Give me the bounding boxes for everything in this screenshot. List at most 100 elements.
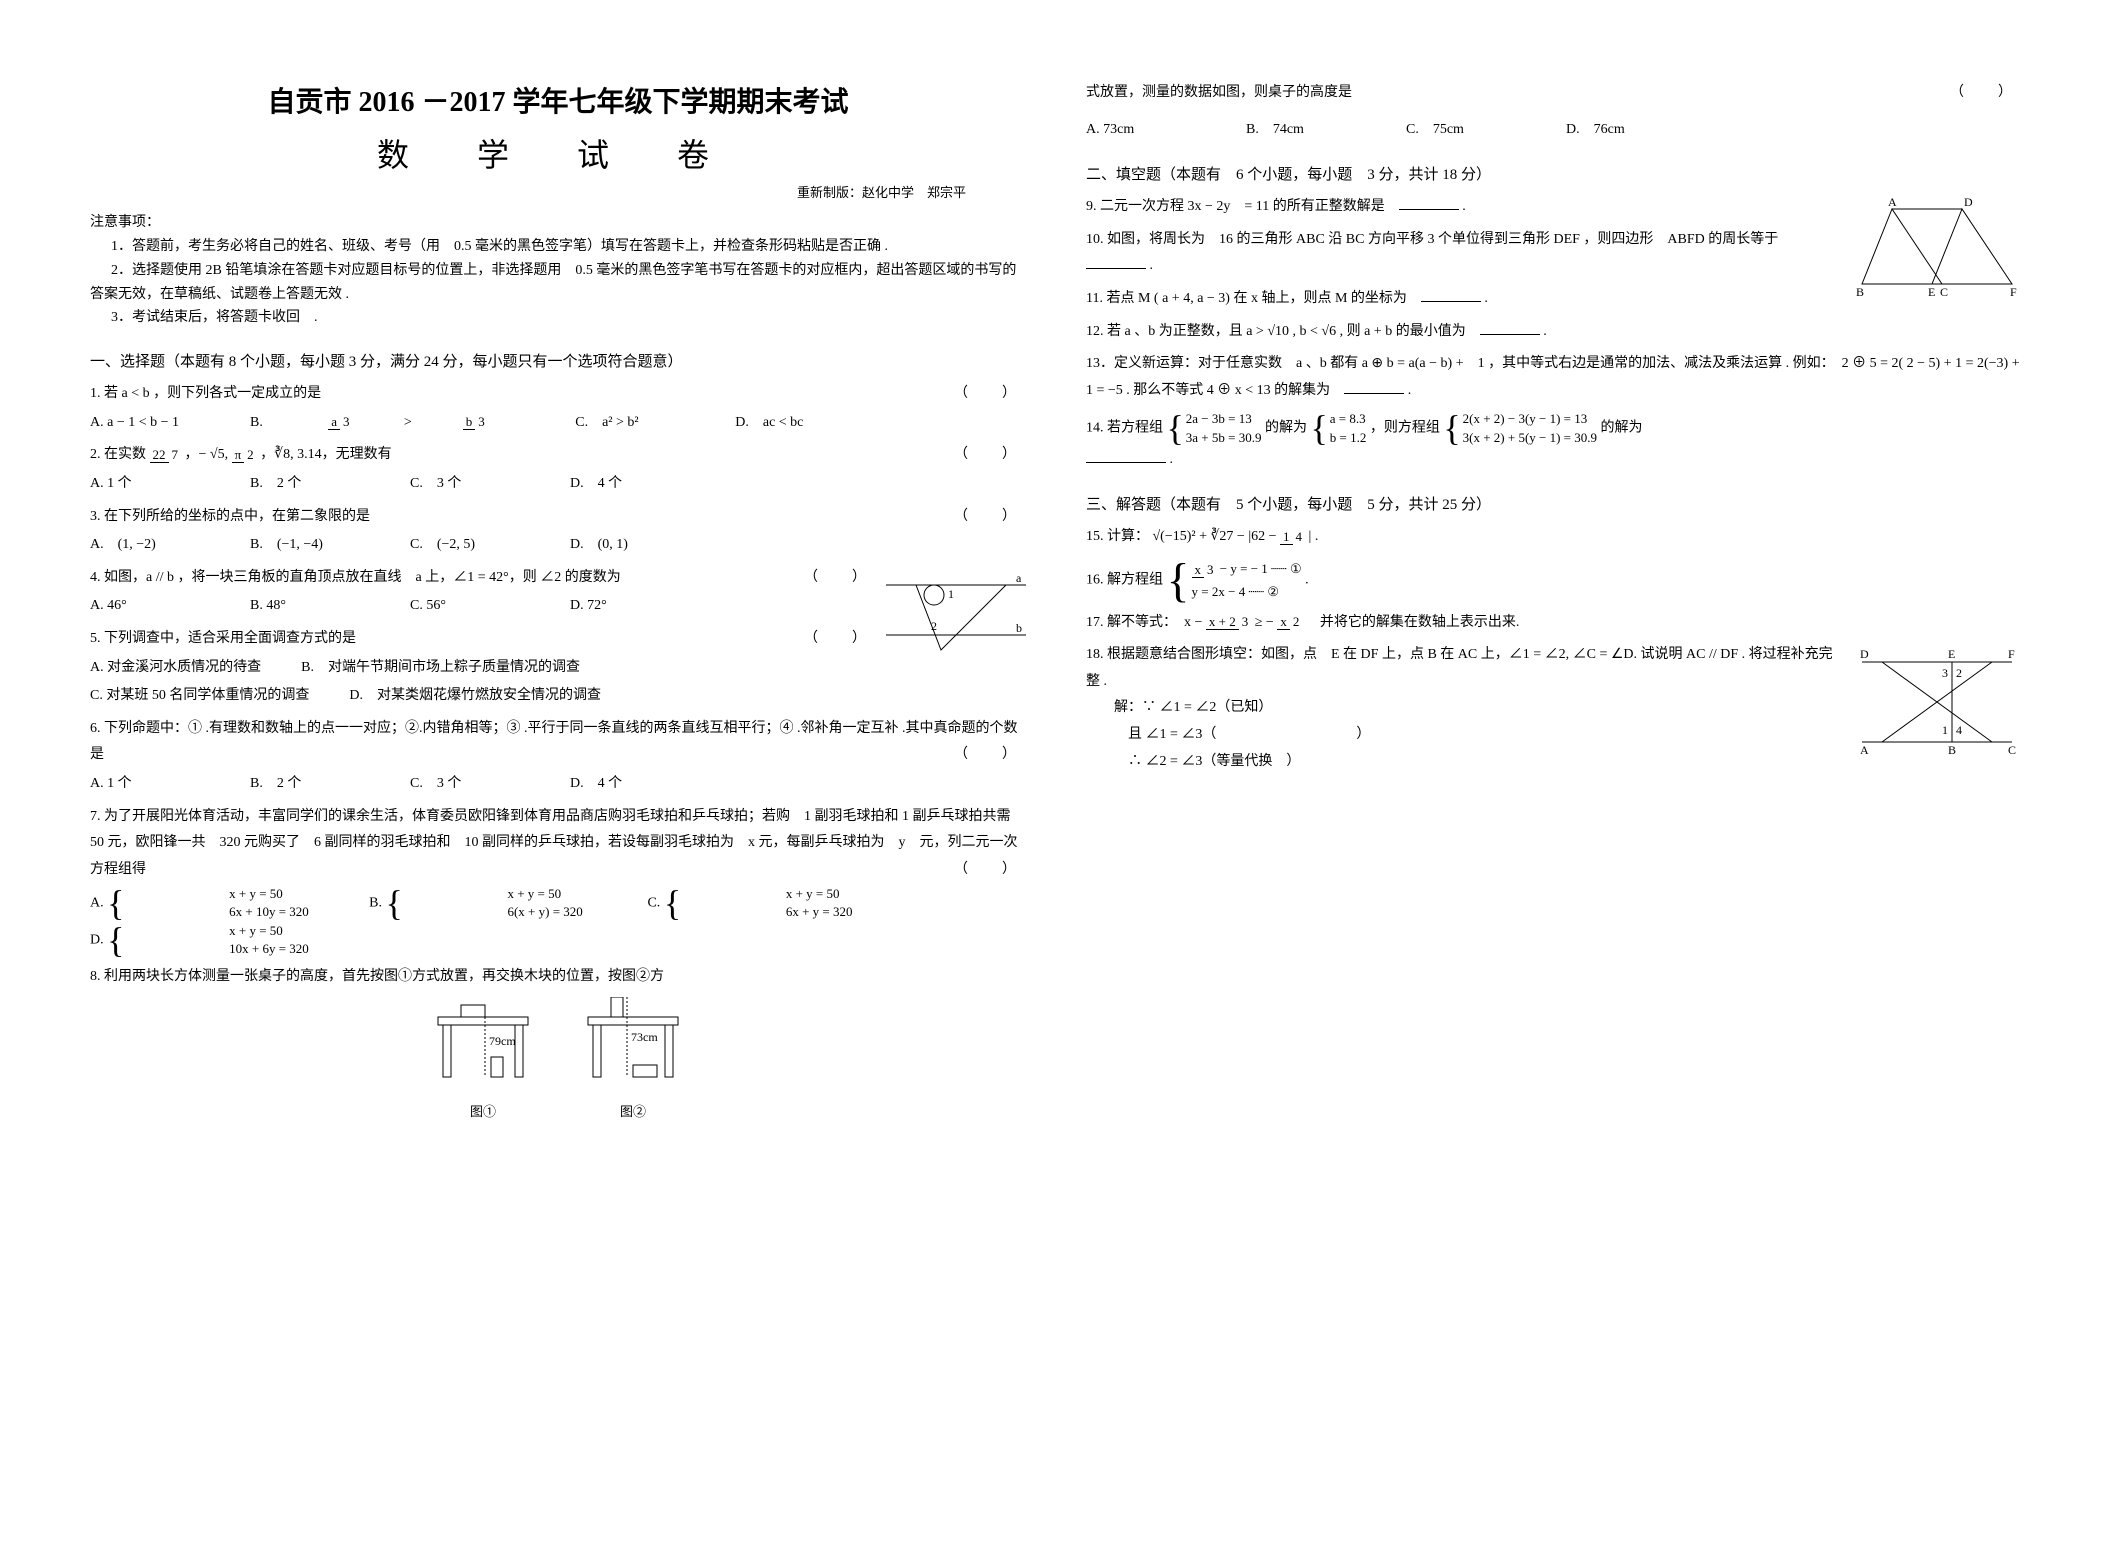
q11-blank: [1421, 288, 1481, 302]
q2-optA: A. 1 个: [90, 471, 210, 498]
q9-blank: [1399, 196, 1459, 210]
svg-text:1: 1: [1942, 723, 1948, 737]
q8-optD: D. 76cm: [1566, 117, 1686, 144]
q8-stem-left: 8. 利用两块长方体测量一张桌子的高度，首先按图①方式放置，再交换木块的位置，按…: [90, 964, 1026, 1125]
q10-blank: [1086, 255, 1146, 269]
q7-stem: 7. 为了开展阳光体育活动，丰富同学们的课余生活，体育委员欧阳锋到体育用品商店购…: [90, 809, 1025, 877]
q4-optC: C. 56°: [410, 593, 530, 620]
svg-text:B: B: [1948, 743, 1956, 757]
q2-optC: C. 3 个: [410, 471, 530, 498]
svg-text:3: 3: [1942, 666, 1948, 680]
q2-optD: D. 4 个: [570, 471, 690, 498]
q8-optC: C. 75cm: [1406, 117, 1526, 144]
q5-stem: 5. 下列调查中，适合采用全面调查方式的是: [90, 631, 356, 646]
q8-fig1-label: 图①: [423, 1100, 543, 1125]
q6-paren: （ ）: [954, 742, 1026, 769]
notice-block: 注意事项： 1．答题前，考生务必将自己的姓名、班级、考号（用 0.5 毫米的黑色…: [90, 211, 1026, 330]
section1-heading: 一、选择题（本题有 8 个小题，每小题 3 分，满分 24 分，每小题只有一个选…: [90, 350, 1026, 371]
svg-text:a: a: [1016, 571, 1022, 585]
q6: 6. 下列命题中：① .有理数和数轴上的点一一对应；②.内错角相等；③ .平行于…: [90, 716, 1026, 798]
q2: 2. 在实数 227 ，− √5, π2 ，∛8, 3.14，无理数有 （ ） …: [90, 442, 1026, 497]
q1-optC: C. a² > b²: [575, 410, 695, 437]
q18: D E F A B C 3 2 1 4 18. 根据题意结合图形填空：如图，点 …: [1086, 642, 2022, 775]
q4-optD: D. 72°: [570, 593, 690, 620]
q1-stem: 1. 若 a < b ，则下列各式一定成立的是: [90, 386, 321, 401]
q18-stem: 18. 根据题意结合图形填空：如图，点 E 在 DF 上，点 B 在 AC 上，…: [1086, 647, 1833, 689]
q1-optD: D. ac < bc: [735, 410, 855, 437]
q12: 12. 若 a 、b 为正整数，且 a > √10 , b < √6 , 则 a…: [1086, 319, 2022, 346]
q7-optB: B. {x + y = 506(x + y) = 320: [369, 885, 627, 921]
svg-text:73cm: 73cm: [631, 1030, 658, 1044]
q5: 5. 下列调查中，适合采用全面调查方式的是 （ ） A. 对金溪河水质情况的待查…: [90, 626, 1026, 710]
section3-heading: 三、解答题（本题有 5 个小题，每小题 5 分，共计 25 分）: [1086, 493, 2022, 514]
q8-optA: A. 73cm: [1086, 117, 1206, 144]
svg-text:1: 1: [948, 587, 954, 601]
q17: 17. 解不等式： x − x + 23 ≥ − x2 并将它的解集在数轴上表示…: [1086, 610, 2022, 637]
section2-heading: 二、填空题（本题有 6 个小题，每小题 3 分，共计 18 分）: [1086, 163, 2022, 184]
q7-optD: D. {x + y = 5010x + 6y = 320: [90, 922, 349, 958]
notice-p1: 1．答题前，考生务必将自己的姓名、班级、考号（用 0.5 毫米的黑色签字笔）填写…: [90, 235, 1026, 259]
q1-optB: B. a3 > b3: [250, 410, 535, 437]
q10: 10. 如图，将周长为 16 的三角形 ABC 沿 BC 方向平移 3 个单位得…: [1086, 227, 2022, 280]
q7-paren: （ ）: [954, 857, 1026, 884]
q9: 9. 二元一次方程 3x − 2y = 11 的所有正整数解是 .: [1086, 194, 2022, 221]
notice-p3: 3．考试结束后，将答题卡收回 .: [90, 306, 1026, 330]
svg-text:F: F: [2008, 647, 2015, 661]
q6-optD: D. 4 个: [570, 771, 690, 798]
q7-optA: A. {x + y = 506x + 10y = 320: [90, 885, 349, 921]
title-main: 自贡市 2016 －2017 学年七年级下学期期末考试: [90, 80, 1026, 120]
notice-p2: 2．选择题使用 2B 铅笔填涂在答题卡对应题目标号的位置上，非选择题用 0.5 …: [90, 259, 1026, 307]
q11: 11. 若点 M ( a + 4, a − 3) 在 x 轴上，则点 M 的坐标…: [1086, 286, 2022, 313]
q8-fig2-label: 图②: [573, 1100, 693, 1125]
q8-paren: （ ）: [1950, 80, 2022, 107]
q4-stem: 4. 如图，a // b ，将一块三角板的直角顶点放在直线 a 上，∠1 = 4…: [90, 570, 621, 585]
q4-optB: B. 48°: [250, 593, 370, 620]
notice-heading: 注意事项：: [90, 211, 1026, 231]
svg-text:A: A: [1860, 743, 1869, 757]
q6-stem: 6. 下列命题中：① .有理数和数轴上的点一一对应；②.内错角相等；③ .平行于…: [90, 721, 1018, 763]
q13-blank: [1344, 380, 1404, 394]
q7: 7. 为了开展阳光体育活动，丰富同学们的课余生活，体育委员欧阳锋到体育用品商店购…: [90, 804, 1026, 959]
q5-optD: D. 对某类烟花爆竹燃放安全情况的调查: [349, 683, 601, 710]
q3-stem: 3. 在下列所给的坐标的点中，在第二象限的是: [90, 509, 370, 524]
q8-figures: 79cm 图① 73cm 图②: [90, 997, 1026, 1125]
q5-paren: （ ）: [804, 626, 876, 653]
q7-optC: C. {x + y = 506x + y = 320: [647, 885, 905, 921]
q1-optA: A. a − 1 < b − 1: [90, 410, 210, 437]
svg-text:2: 2: [1956, 666, 1962, 680]
q15: 15. 计算： 15. 计算： √(−15)² + ∛27 − |62 − 14…: [1086, 524, 2022, 551]
credit: 重新制版：赵化中学 郑宗平: [90, 182, 1026, 201]
q3-paren: （ ）: [954, 504, 1026, 531]
q3-optA: A. (1, −2): [90, 532, 210, 559]
q5-optC: C. 对某班 50 名同学体重情况的调查: [90, 683, 309, 710]
q6-optC: C. 3 个: [410, 771, 530, 798]
q5-optB: B. 对端午节期间市场上粽子质量情况的调查: [301, 655, 580, 682]
q4-optA: A. 46°: [90, 593, 210, 620]
q3-optD: D. (0, 1): [570, 532, 690, 559]
q6-optB: B. 2 个: [250, 771, 370, 798]
q5-optA: A. 对金溪河水质情况的待查: [90, 655, 261, 682]
svg-text:D: D: [1860, 647, 1869, 661]
q16: 16. 解方程组 { x3 − y = − 1 ┈┈ ① y = 2x − 4 …: [1086, 557, 2022, 604]
q1-paren: （ ）: [954, 381, 1026, 408]
q8-fig2: 73cm: [573, 997, 693, 1092]
q12-blank: [1480, 321, 1540, 335]
svg-text:79cm: 79cm: [489, 1034, 516, 1048]
q8-optB: B. 74cm: [1246, 117, 1366, 144]
q1: 1. 若 a < b ，则下列各式一定成立的是 （ ） A. a − 1 < b…: [90, 381, 1026, 436]
q8-fig1: 79cm: [423, 997, 543, 1092]
svg-text:E: E: [1948, 647, 1955, 661]
q2-paren: （ ）: [954, 442, 1026, 469]
title-sub: 数 学 试 卷: [90, 130, 1026, 176]
svg-text:4: 4: [1956, 723, 1962, 737]
q6-optA: A. 1 个: [90, 771, 210, 798]
q3-optC: C. (−2, 5): [410, 532, 530, 559]
q14-blank: [1086, 449, 1166, 463]
q14: 14. 若方程组 {2a − 3b = 133a + 5b = 30.9 的解为…: [1086, 410, 2022, 473]
q2-stem: 2. 在实数 227 ，− √5, π2 ，∛8, 3.14，无理数有: [90, 447, 392, 462]
q18-figure: D E F A B C 3 2 1 4: [1852, 642, 2022, 762]
svg-text:C: C: [2008, 743, 2016, 757]
q2-optB: B. 2 个: [250, 471, 370, 498]
q4: a b 1 2 4. 如图，a // b ，将一块三角板的直角顶点放在直线 a …: [90, 565, 1026, 620]
q3: 3. 在下列所给的坐标的点中，在第二象限的是 （ ） A. (1, −2) B.…: [90, 504, 1026, 559]
